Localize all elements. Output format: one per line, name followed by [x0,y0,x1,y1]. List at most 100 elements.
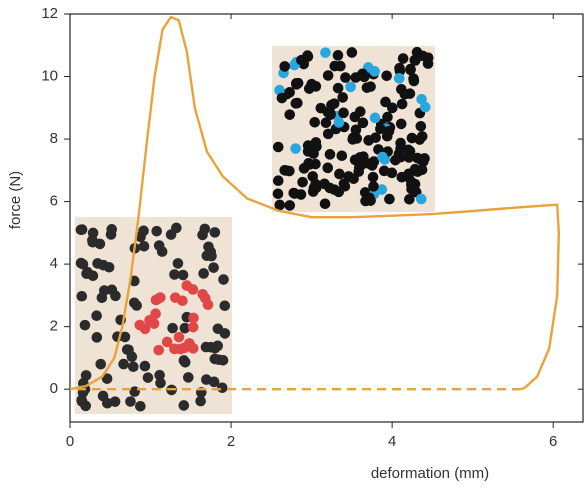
particle [375,123,386,135]
particle [181,280,193,291]
particle [350,124,362,136]
particle [347,134,359,145]
particle [409,54,421,66]
particle [360,195,371,207]
particle [279,164,291,176]
particle [218,274,229,285]
particle [405,64,416,76]
particle [334,168,345,180]
particle [91,310,102,322]
particle [384,193,395,205]
particle [409,178,421,190]
particle [333,117,345,128]
particle [302,140,314,151]
particle [291,77,302,89]
particle [322,70,334,81]
particle [284,87,295,98]
particle [198,268,209,279]
particle [322,162,334,174]
x-tick-label: 4 [388,433,396,450]
particle [128,361,139,373]
particle [76,396,88,407]
particle [288,187,300,199]
particle [183,372,194,383]
particle [332,82,344,94]
particle [337,92,348,103]
particle [319,198,331,210]
particle [363,135,374,146]
x-tick-label: 0 [66,433,74,450]
particle [394,62,405,74]
particle [382,111,393,123]
particle [219,328,231,339]
particle [200,341,212,353]
particle [169,269,180,280]
particle [179,342,190,354]
particle [415,193,427,205]
particle [412,166,423,178]
particle [187,321,199,333]
particle [151,225,163,237]
particle [197,229,208,241]
particle [118,358,129,370]
particle [202,299,214,311]
particle [383,125,395,137]
particle [336,150,348,162]
particle [320,117,332,129]
particle [173,331,185,343]
particle [297,176,308,188]
particle [106,284,118,296]
particle [368,181,379,192]
particle [172,258,184,269]
particle [358,71,370,83]
particle [354,106,366,117]
particle [139,323,151,335]
particle [209,227,221,238]
y-tick-label: 10 [41,67,58,84]
particle [333,186,345,198]
particle [310,81,322,92]
particle [324,149,336,160]
particle [208,262,219,273]
particle [212,340,223,352]
particles [75,46,434,412]
particle [395,143,406,154]
x-tick-label: 2 [227,433,235,450]
particle [161,336,173,348]
particle [178,400,190,411]
particle [357,117,369,129]
particle [290,98,302,109]
particle [195,395,206,407]
particle [177,269,189,281]
particle [87,234,98,246]
line-series [69,15,560,391]
particle [102,397,113,409]
particle [80,370,92,381]
particle [131,300,142,311]
particle [203,241,214,253]
particle [403,152,415,163]
particle [95,358,107,370]
particle [138,240,150,252]
y-tick-label: 4 [50,255,58,272]
particle [326,99,337,111]
particle [216,382,228,394]
particle [415,120,427,132]
particle [197,288,208,300]
particle [369,66,380,77]
particle [142,372,154,383]
particle [377,151,388,163]
particle [320,47,331,58]
particle [404,194,415,205]
particle [101,373,113,384]
particle [366,160,378,171]
particle [272,141,284,153]
particle [169,343,180,355]
particle [419,101,431,113]
particle [77,258,89,270]
particle [298,163,310,174]
particle [319,178,330,190]
particle [284,200,296,211]
particle [349,154,361,166]
